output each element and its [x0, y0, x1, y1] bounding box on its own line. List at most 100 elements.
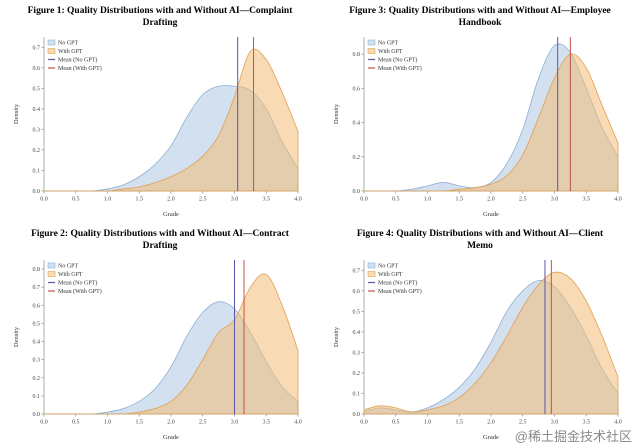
svg-text:4.0: 4.0	[614, 419, 622, 425]
svg-text:0.6: 0.6	[353, 86, 361, 92]
svg-text:1.5: 1.5	[456, 196, 464, 202]
svg-text:0.5: 0.5	[72, 196, 80, 202]
svg-text:0.2: 0.2	[353, 371, 361, 377]
svg-text:0.0: 0.0	[360, 196, 368, 202]
svg-text:Mean (No GPT): Mean (No GPT)	[378, 279, 417, 286]
svg-text:Mean (No GPT): Mean (No GPT)	[58, 56, 97, 63]
svg-text:No GPT: No GPT	[378, 263, 399, 269]
svg-text:Grade: Grade	[163, 211, 179, 218]
svg-text:0.0: 0.0	[353, 412, 361, 418]
figure-3-title: Figure 3: Quality Distributions with and…	[349, 6, 611, 29]
figure-4-title: Figure 4: Quality Distributions with and…	[356, 229, 604, 252]
svg-text:Mean (No GPT): Mean (No GPT)	[378, 56, 417, 63]
svg-text:1.0: 1.0	[104, 196, 112, 202]
svg-text:0.5: 0.5	[392, 419, 400, 425]
svg-text:1.0: 1.0	[424, 196, 432, 202]
svg-text:0.4: 0.4	[33, 339, 41, 345]
svg-text:0.2: 0.2	[353, 154, 361, 160]
svg-text:4.0: 4.0	[294, 196, 302, 202]
svg-text:1.5: 1.5	[136, 419, 144, 425]
svg-text:0.7: 0.7	[33, 285, 41, 291]
svg-text:0.0: 0.0	[353, 189, 361, 195]
svg-text:3.0: 3.0	[231, 419, 239, 425]
figure-2-density-chart: 0.0 0.5 1.0 1.5 2.0 2.5 3.0 3.5 4.0 0.0 0.1 0.2 0.3 0…	[13, 259, 302, 441]
figure-3-panel: Figure 3: Quality Distributions with and…	[320, 0, 640, 223]
svg-text:Density: Density	[13, 103, 20, 124]
svg-text:3.5: 3.5	[583, 196, 591, 202]
svg-text:Grade: Grade	[483, 434, 499, 441]
svg-text:0.1: 0.1	[353, 391, 361, 397]
svg-text:Mean (No GPT): Mean (No GPT)	[58, 279, 97, 286]
svg-text:0.4: 0.4	[353, 120, 361, 126]
svg-text:0.6: 0.6	[33, 65, 41, 71]
svg-text:With GPT: With GPT	[58, 49, 83, 55]
svg-text:0.6: 0.6	[353, 288, 361, 294]
svg-text:0.4: 0.4	[33, 107, 41, 113]
figure-2-panel: Figure 2: Quality Distributions with and…	[0, 223, 320, 447]
svg-text:0.3: 0.3	[353, 350, 361, 356]
svg-text:3.5: 3.5	[263, 419, 271, 425]
figure-3-density-chart: 0.0 0.5 1.0 1.5 2.0 2.5 3.0 3.5 4.0 0.0 0.2 0.4 0.6 0…	[333, 36, 622, 218]
svg-text:0.4: 0.4	[353, 330, 361, 336]
svg-text:With GPT: With GPT	[378, 49, 403, 55]
svg-text:0.5: 0.5	[72, 419, 80, 425]
watermark: @稀土掘金技术社区	[511, 425, 635, 446]
svg-text:0.0: 0.0	[360, 419, 368, 425]
svg-text:0.5: 0.5	[392, 196, 400, 202]
figure-4-panel: Figure 4: Quality Distributions with and…	[320, 223, 640, 447]
svg-text:0.2: 0.2	[33, 375, 41, 381]
svg-text:0.0: 0.0	[40, 419, 48, 425]
svg-text:0.5: 0.5	[33, 321, 41, 327]
svg-text:1.5: 1.5	[136, 196, 144, 202]
svg-text:0.8: 0.8	[353, 52, 361, 58]
svg-text:2.0: 2.0	[167, 196, 175, 202]
svg-text:2.5: 2.5	[199, 419, 207, 425]
figure-2-title: Figure 2: Quality Distributions with and…	[31, 229, 289, 252]
svg-text:3.0: 3.0	[551, 196, 559, 202]
svg-text:3.0: 3.0	[551, 419, 559, 425]
svg-text:2.5: 2.5	[199, 196, 207, 202]
svg-text:1.0: 1.0	[104, 419, 112, 425]
svg-text:2.0: 2.0	[487, 196, 495, 202]
svg-text:Mean (With GPT): Mean (With GPT)	[58, 65, 102, 72]
svg-text:4.0: 4.0	[614, 196, 622, 202]
svg-text:3.5: 3.5	[263, 196, 271, 202]
svg-text:1.0: 1.0	[424, 419, 432, 425]
svg-text:Grade: Grade	[163, 434, 179, 441]
svg-text:No GPT: No GPT	[58, 263, 79, 269]
svg-text:1.5: 1.5	[456, 419, 464, 425]
svg-text:0.5: 0.5	[33, 86, 41, 92]
svg-text:No GPT: No GPT	[58, 40, 79, 46]
svg-text:Density: Density	[333, 103, 340, 124]
svg-text:2.5: 2.5	[519, 419, 527, 425]
svg-text:0.5: 0.5	[353, 309, 361, 315]
svg-text:Density: Density	[333, 326, 340, 347]
svg-text:3.5: 3.5	[583, 419, 591, 425]
figure-1-density-chart: 0.0 0.5 1.0 1.5 2.0 2.5 3.0 3.5 4.0 0.0 0.1 0.2 0.3 0…	[13, 36, 302, 218]
svg-text:0.0: 0.0	[33, 412, 41, 418]
svg-text:Mean (With GPT): Mean (With GPT)	[378, 288, 422, 295]
svg-text:0.8: 0.8	[33, 267, 41, 273]
svg-text:2.0: 2.0	[167, 419, 175, 425]
svg-text:0.1: 0.1	[33, 168, 41, 174]
svg-text:0.0: 0.0	[40, 196, 48, 202]
svg-text:0.7: 0.7	[33, 45, 41, 51]
svg-text:0.3: 0.3	[33, 357, 41, 363]
svg-text:3.0: 3.0	[231, 196, 239, 202]
svg-text:0.1: 0.1	[33, 394, 41, 400]
svg-text:0.0: 0.0	[33, 189, 41, 195]
figure-4-density-chart: 0.0 0.5 1.0 1.5 2.0 2.5 3.0 3.5 4.0 0.0 0.1 0.2 0.3 0…	[333, 259, 622, 441]
svg-text:Mean (With GPT): Mean (With GPT)	[58, 288, 102, 295]
svg-text:No GPT: No GPT	[378, 40, 399, 46]
figure-1-title: Figure 1: Quality Distributions with and…	[27, 6, 293, 29]
svg-text:0.6: 0.6	[33, 303, 41, 309]
svg-text:2.0: 2.0	[487, 419, 495, 425]
svg-text:0.2: 0.2	[33, 148, 41, 154]
svg-text:4.0: 4.0	[294, 419, 302, 425]
svg-text:0.3: 0.3	[33, 127, 41, 133]
svg-text:With GPT: With GPT	[58, 272, 83, 278]
svg-text:Grade: Grade	[483, 211, 499, 218]
svg-text:Density: Density	[13, 326, 20, 347]
svg-text:0.7: 0.7	[353, 268, 361, 274]
figure-1-panel: Figure 1: Quality Distributions with and…	[0, 0, 320, 223]
